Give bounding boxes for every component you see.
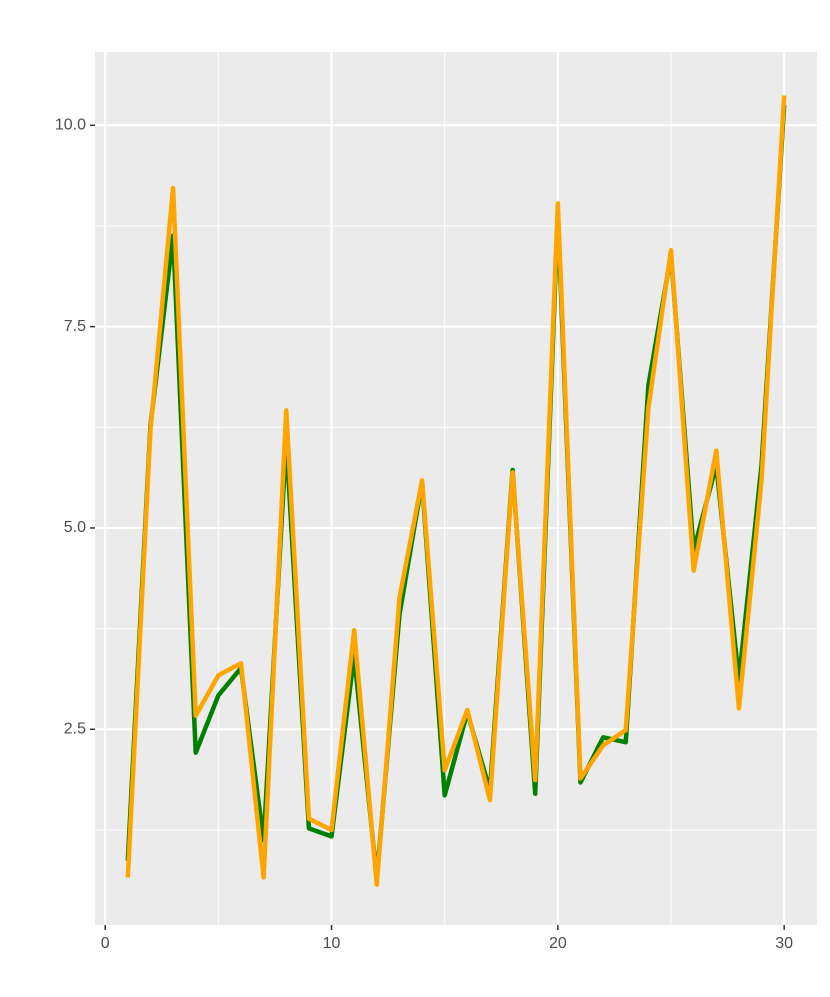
x-tick-label: 20 (549, 935, 567, 952)
x-tick-label: 10 (323, 935, 341, 952)
y-tick-label: 2.5 (64, 721, 86, 738)
series-line (125, 95, 787, 887)
x-tick-label: 0 (101, 935, 110, 952)
x-tick-label: 30 (775, 935, 793, 952)
y-tick-label: 7.5 (64, 318, 86, 335)
panel (95, 52, 817, 925)
y-tick-label: 10.0 (55, 117, 86, 134)
y-tick-label: 5.0 (64, 519, 86, 536)
